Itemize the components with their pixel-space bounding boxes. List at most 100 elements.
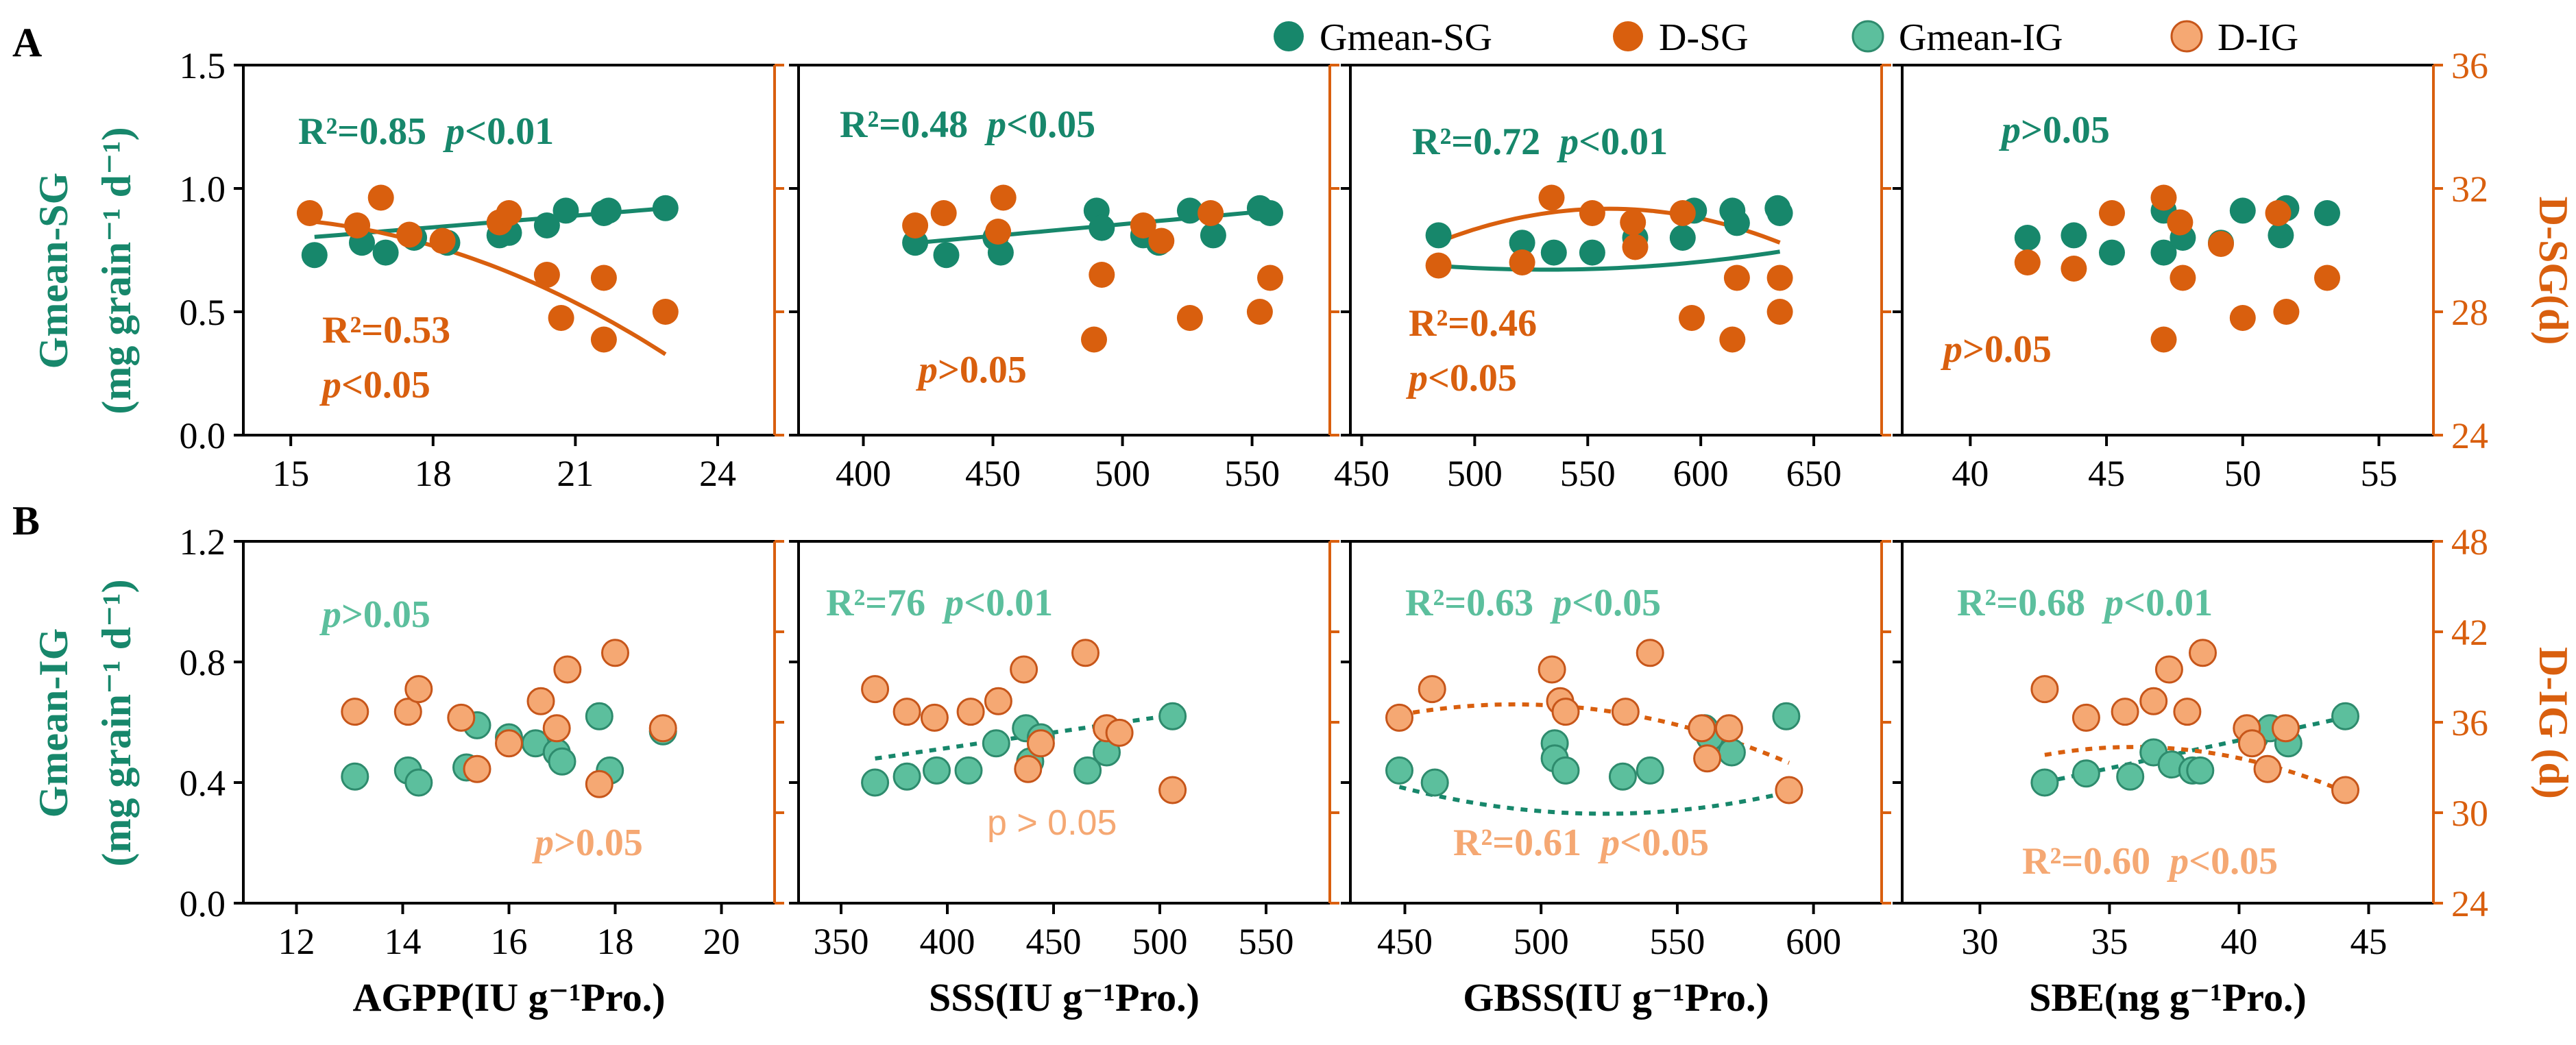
annotation-p-value: 0.01 bbox=[487, 110, 554, 153]
x-tick-label: 21 bbox=[557, 453, 594, 494]
point-gmean-sg bbox=[2061, 222, 2087, 249]
point-d-ig bbox=[2030, 675, 2059, 704]
x-axis-label-3: GBSS(IU g⁻¹Pro.) bbox=[1463, 975, 1769, 1020]
point-gmean-sg bbox=[2268, 222, 2294, 249]
point-gmean-sg bbox=[1257, 200, 1283, 226]
legend-marker-gmean-ig bbox=[1851, 20, 1884, 53]
annotation-p-symbol: < bbox=[1428, 357, 1450, 399]
panel-letter-a: A bbox=[12, 20, 42, 65]
y-tick-label-left: 1.0 bbox=[180, 169, 226, 210]
annotation-p-symbol: < bbox=[341, 364, 363, 406]
point-gmean-sg bbox=[1425, 222, 1452, 249]
point-d-ig bbox=[892, 698, 921, 726]
y-tick-label-left: 0.0 bbox=[180, 883, 226, 924]
point-d-ig bbox=[648, 714, 677, 743]
x-tick-label: 40 bbox=[1952, 453, 1989, 494]
x-axis-label-2: SSS(IU g⁻¹Pro.) bbox=[929, 975, 1200, 1020]
point-d-sg bbox=[548, 305, 574, 331]
point-d-ig bbox=[1026, 729, 1055, 758]
point-d-ig bbox=[553, 655, 582, 684]
point-d-ig bbox=[404, 675, 433, 704]
point-gmean-ig bbox=[404, 768, 433, 797]
annotation: R²=0.53 bbox=[322, 309, 450, 352]
point-d-sg bbox=[1766, 265, 1793, 291]
point-gmean-sg bbox=[933, 242, 960, 269]
point-d-sg bbox=[2150, 326, 2177, 353]
point-d-sg bbox=[1198, 200, 1224, 226]
row-a-ylabel-left-line2: (mg grain⁻¹ d⁻¹) bbox=[94, 127, 139, 414]
point-d-sg bbox=[1130, 212, 1156, 238]
point-gmean-ig bbox=[954, 756, 983, 785]
annotation-gap bbox=[1533, 582, 1553, 624]
annotation: p<0.05 bbox=[319, 364, 430, 406]
point-gmean-sg bbox=[1089, 214, 1115, 241]
point-d-sg bbox=[2014, 249, 2041, 275]
point-d-sg bbox=[902, 212, 929, 238]
point-d-sg bbox=[296, 200, 323, 226]
point-gmean-sg bbox=[1176, 197, 1203, 224]
point-d-ig bbox=[956, 698, 985, 726]
y-tick-label-right: 42 bbox=[2451, 612, 2488, 653]
point-d-sg bbox=[1081, 326, 1107, 353]
annotation-gap bbox=[1581, 822, 1601, 864]
point-d-ig bbox=[1418, 675, 1446, 704]
annotation-gap bbox=[426, 110, 446, 153]
point-gmean-ig bbox=[1772, 702, 1801, 730]
annotation-p-value: 0.05 bbox=[1594, 582, 1661, 624]
x-tick-label: 450 bbox=[1334, 453, 1389, 494]
point-gmean-ig bbox=[548, 747, 576, 776]
point-gmean-sg bbox=[2099, 239, 2125, 266]
point-gmean-sg bbox=[1509, 230, 1535, 256]
annotation-gap bbox=[2150, 840, 2170, 883]
point-gmean-sg bbox=[372, 239, 399, 266]
annotation-p-symbol: < bbox=[1572, 582, 1594, 624]
x-tick-label: 20 bbox=[703, 921, 740, 962]
panel-b2: 350 400 450 500 550 R²=76 p<0.01 p > 0.05 bbox=[789, 540, 1339, 962]
annotation-gap bbox=[968, 103, 987, 146]
annotation-p-letter: p bbox=[2102, 582, 2124, 624]
annotation-p-letter: p bbox=[942, 582, 964, 624]
y-tick-label-left: 0.8 bbox=[180, 642, 226, 683]
point-d-ig bbox=[861, 675, 890, 704]
legend-label-d-sg: D-SG bbox=[1659, 16, 1749, 59]
annotation-p-letter: p bbox=[1941, 328, 1963, 371]
annotation-p-value: 0.05 bbox=[363, 364, 430, 406]
annotation-p-letter: p bbox=[984, 103, 1006, 146]
point-d-sg bbox=[985, 219, 1012, 245]
annotation-p-letter: p bbox=[443, 110, 465, 153]
x-tick-label: 600 bbox=[1786, 921, 1841, 962]
y-tick-label-left: 0.4 bbox=[180, 763, 226, 804]
annotation-p-value: 0.01 bbox=[2146, 582, 2213, 624]
row-b-ylabel-right: D-IG (d) bbox=[2531, 647, 2576, 799]
point-d-sg bbox=[1723, 265, 1750, 291]
annotation: R²=0.60 p<0.05 bbox=[2022, 840, 2278, 883]
row-b-ylabel-left-line2: (mg grain⁻¹ d⁻¹) bbox=[94, 579, 139, 866]
point-d-sg bbox=[533, 262, 560, 288]
annotation: R²=0.85 p<0.01 bbox=[298, 110, 554, 153]
annotation-p-symbol: > bbox=[341, 593, 363, 636]
x-tick-label: 500 bbox=[1514, 921, 1569, 962]
annotation-p-symbol: < bbox=[1620, 822, 1642, 864]
point-d-sg bbox=[1176, 305, 1203, 331]
point-d-sg bbox=[2314, 265, 2340, 291]
annotation-p-value: 0.01 bbox=[986, 582, 1053, 624]
point-d-sg bbox=[590, 326, 617, 353]
point-gmean-sg bbox=[2014, 225, 2041, 251]
point-gmean-sg bbox=[1766, 200, 1793, 226]
annotation: p>0.05 bbox=[1941, 328, 2052, 371]
point-d-ig bbox=[1105, 718, 1134, 747]
point-gmean-ig bbox=[892, 762, 921, 791]
point-d-ig bbox=[1385, 703, 1413, 732]
point-gmean-ig bbox=[861, 768, 890, 797]
annotation-p-value: 0.05 bbox=[2043, 109, 2110, 151]
point-gmean-sg bbox=[595, 197, 622, 224]
annotation: p>0.05 bbox=[916, 349, 1027, 391]
point-gmean-sg bbox=[2150, 239, 2177, 266]
fit-line-d-sg bbox=[314, 219, 667, 356]
annotation-p-value: 0.05 bbox=[1450, 357, 1517, 399]
fit-line-gmean-ig bbox=[1398, 785, 1790, 816]
annotation-p-letter: p bbox=[2167, 840, 2189, 883]
y-tick-label-right: 24 bbox=[2451, 415, 2488, 456]
annotation: p>0.05 bbox=[319, 593, 430, 636]
row-a: A Gmean-SG (mg grain⁻¹ d⁻¹) D-SG(d) bbox=[12, 20, 2576, 415]
